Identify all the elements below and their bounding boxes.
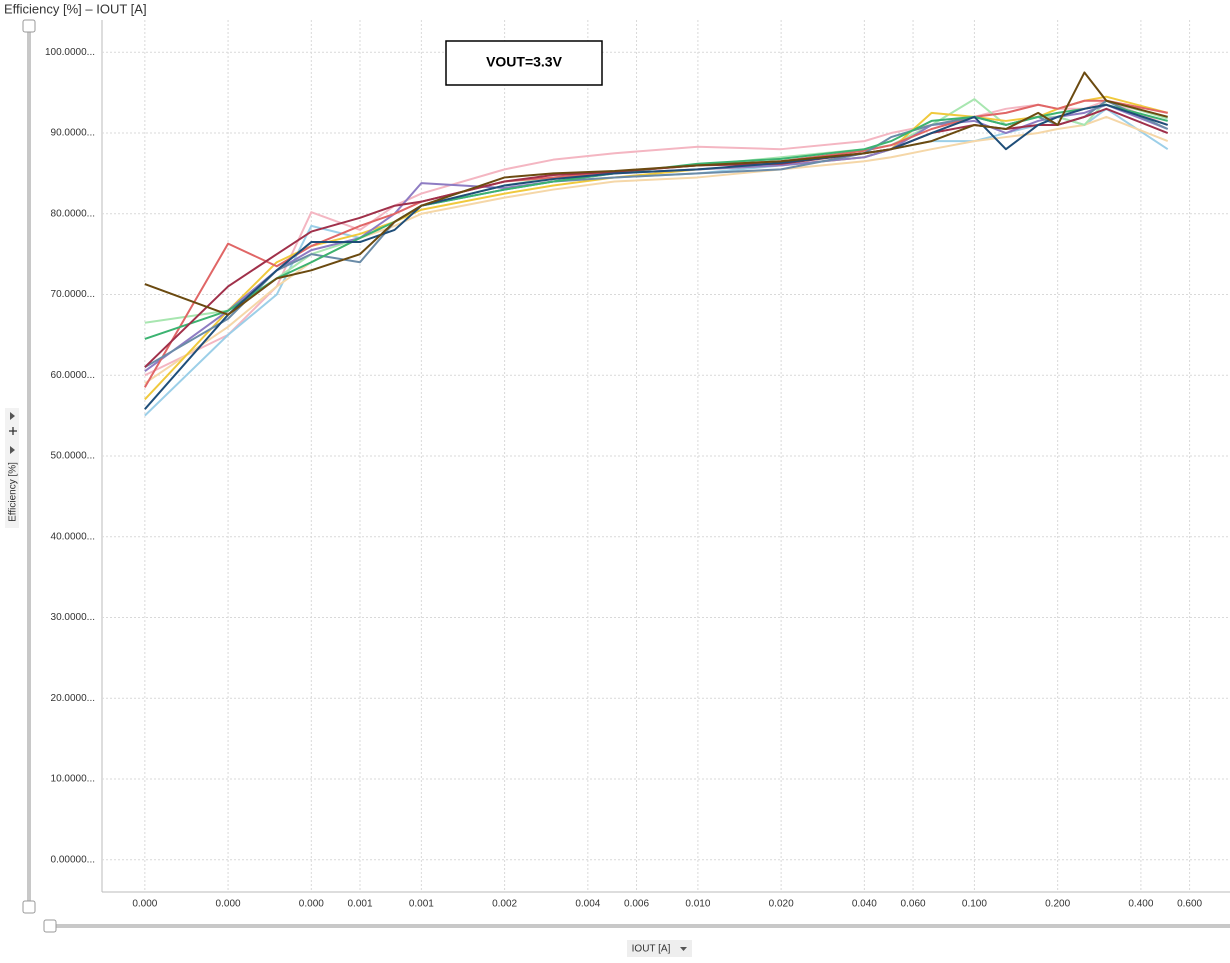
- x-tick-label: 0.400: [1128, 899, 1153, 910]
- y-tick-label: 70.0000...: [51, 289, 95, 300]
- y-tick-label: 30.0000...: [51, 612, 95, 623]
- axis-control-panel: [5, 408, 19, 528]
- y-tick-label: 0.00000...: [51, 854, 95, 865]
- y-tick-label: 80.0000...: [51, 208, 95, 219]
- x-slider-handle[interactable]: [43, 919, 57, 933]
- series-line: [144, 71, 1168, 316]
- expand-arrow[interactable]: [10, 446, 15, 454]
- series-line: [144, 103, 1169, 410]
- x-tick-label: 0.010: [685, 899, 710, 910]
- x-tick-label: 0.000: [216, 899, 241, 910]
- x-tick-label: 0.020: [769, 899, 794, 910]
- y-axis-label[interactable]: Efficiency [%]: [8, 462, 19, 522]
- y-slider-handle[interactable]: [22, 19, 36, 33]
- x-tick-label: 0.040: [852, 899, 877, 910]
- y-tick-label: 40.0000...: [51, 531, 95, 542]
- x-tick-label: 0.060: [901, 899, 926, 910]
- y-tick-label: 20.0000...: [51, 693, 95, 704]
- y-tick-label: 10.0000...: [51, 774, 95, 785]
- x-tick-label: 0.000: [299, 899, 324, 910]
- y-slider-track: [27, 26, 31, 908]
- y-tick-label: 50.0000...: [51, 451, 95, 462]
- chart-title: Efficiency [%] – IOUT [A]: [4, 1, 147, 16]
- x-axis-selector[interactable]: [627, 940, 692, 957]
- x-tick-label: 0.006: [624, 899, 649, 910]
- x-tick-label: 0.002: [492, 899, 517, 910]
- x-tick-label: 0.000: [132, 899, 157, 910]
- x-tick-label: 0.004: [575, 899, 600, 910]
- x-axis-label[interactable]: IOUT [A]: [632, 944, 671, 955]
- y-tick-label: 90.0000...: [51, 128, 95, 139]
- x-tick-label: 0.200: [1045, 899, 1070, 910]
- y-tick-label: 60.0000...: [51, 370, 95, 381]
- plot-area: [102, 20, 1230, 892]
- x-tick-label: 0.001: [347, 899, 372, 910]
- x-tick-label: 0.600: [1177, 899, 1202, 910]
- annotation: VOUT=3.3V: [486, 54, 563, 70]
- y-tick-label: 100.0000...: [45, 47, 95, 58]
- x-tick-label: 0.100: [962, 899, 987, 910]
- annotation-box: [445, 40, 603, 86]
- series-line: [144, 107, 1169, 368]
- series-line: [144, 103, 1168, 340]
- dropdown-arrow[interactable]: [680, 947, 687, 951]
- x-tick-label: 0.001: [409, 899, 434, 910]
- x-slider-track: [50, 924, 1230, 928]
- series-line: [144, 99, 1169, 369]
- y-slider-handle[interactable]: [22, 900, 36, 914]
- expand-arrow[interactable]: [10, 412, 15, 420]
- add-button[interactable]: [9, 427, 17, 435]
